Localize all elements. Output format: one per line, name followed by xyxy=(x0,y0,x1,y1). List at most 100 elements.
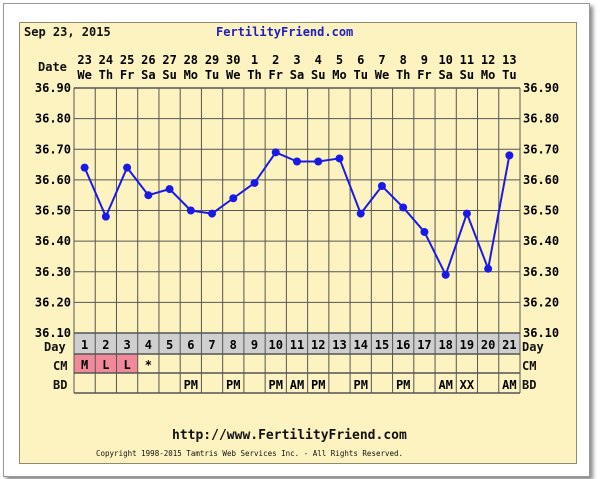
date-tick: 4 xyxy=(315,53,322,67)
y-tick-left: 36.70 xyxy=(35,142,71,156)
y-tick-right: 36.30 xyxy=(523,265,559,279)
y-tick-right: 36.60 xyxy=(523,173,559,187)
day-number: 18 xyxy=(438,338,452,352)
weekday-tick: Su xyxy=(311,68,325,82)
y-tick-right: 36.40 xyxy=(523,234,559,248)
bd-value: AM xyxy=(290,378,304,392)
date-tick: 12 xyxy=(481,53,495,67)
date-tick: 27 xyxy=(162,53,176,67)
temperature-point xyxy=(123,163,132,172)
weekday-tick: We xyxy=(226,68,240,82)
date-tick: 11 xyxy=(460,53,474,67)
temperature-point xyxy=(208,209,217,218)
weekday-tick: Mo xyxy=(184,68,198,82)
temperature-point xyxy=(420,227,429,236)
date-tick: 13 xyxy=(502,53,516,67)
y-tick-left: 36.90 xyxy=(35,81,71,95)
temperature-point xyxy=(229,194,238,203)
weekday-tick: Sa xyxy=(438,68,452,82)
temperature-point xyxy=(335,154,344,163)
temperature-point xyxy=(399,203,408,212)
day-number: 9 xyxy=(251,338,258,352)
date-tick: 8 xyxy=(400,53,407,67)
y-tick-left: 36.20 xyxy=(35,295,71,309)
y-tick-right: 36.80 xyxy=(523,112,559,126)
weekday-tick: Tu xyxy=(502,68,516,82)
date-tick: 6 xyxy=(357,53,364,67)
weekday-tick: Mo xyxy=(332,68,346,82)
date-tick: 7 xyxy=(378,53,385,67)
temperature-point xyxy=(484,264,493,273)
day-number: 19 xyxy=(460,338,474,352)
site-title: FertilityFriend.com xyxy=(216,25,354,39)
day-number: 13 xyxy=(332,338,346,352)
temperature-point xyxy=(441,270,450,279)
temperature-point xyxy=(271,148,280,157)
date-tick: 2 xyxy=(272,53,279,67)
y-tick-left: 36.40 xyxy=(35,234,71,248)
weekday-tick: Su xyxy=(460,68,474,82)
weekday-tick: Sa xyxy=(141,68,155,82)
cm-highlight xyxy=(95,354,117,373)
day-number: 17 xyxy=(417,338,431,352)
bd-label-right: BD xyxy=(522,378,537,392)
day-number: 4 xyxy=(145,338,152,352)
chart-date: Sep 23, 2015 xyxy=(24,25,111,39)
y-tick-right: 36.20 xyxy=(523,295,559,309)
temperature-point xyxy=(293,157,301,166)
y-tick-left: 36.80 xyxy=(35,112,71,126)
y-tick-left: 36.10 xyxy=(35,326,71,340)
day-number: 12 xyxy=(311,338,325,352)
cm-value: L xyxy=(102,358,109,372)
weekday-tick: Mo xyxy=(481,68,495,82)
y-tick-left: 36.60 xyxy=(35,173,71,187)
bd-label-left: BD xyxy=(53,378,68,392)
bd-value: PM xyxy=(269,378,283,392)
bd-value: AM xyxy=(438,378,452,392)
weekday-tick: Fr xyxy=(417,68,431,82)
cm-highlight xyxy=(116,354,138,373)
day-number: 1 xyxy=(81,338,88,352)
date-tick: 1 xyxy=(251,53,258,67)
weekday-tick: Th xyxy=(396,68,410,82)
day-number: 21 xyxy=(502,338,516,352)
bd-value: PM xyxy=(353,378,367,392)
weekday-tick: Su xyxy=(162,68,176,82)
date-tick: 30 xyxy=(226,53,240,67)
temperature-point xyxy=(144,191,153,200)
date-tick: 29 xyxy=(205,53,219,67)
date-tick: 25 xyxy=(120,53,134,67)
temperature-point xyxy=(356,209,365,218)
weekday-tick: Sa xyxy=(290,68,304,82)
temperature-point xyxy=(101,212,110,221)
day-number: 15 xyxy=(375,338,389,352)
temperature-point xyxy=(314,157,323,166)
y-tick-left: 36.30 xyxy=(35,265,71,279)
day-number: 11 xyxy=(290,338,304,352)
date-tick: 5 xyxy=(336,53,343,67)
day-label-left: Day xyxy=(44,340,66,354)
day-number: 20 xyxy=(481,338,495,352)
temperature-point xyxy=(377,182,386,190)
date-tick: 9 xyxy=(421,53,428,67)
weekday-tick: We xyxy=(375,68,389,82)
footer-url[interactable]: http://www.FertilityFriend.com xyxy=(172,428,407,443)
bd-value: AM xyxy=(502,378,516,392)
day-number: 14 xyxy=(353,338,367,352)
temperature-point xyxy=(462,209,471,218)
day-number: 8 xyxy=(230,338,237,352)
temperature-point xyxy=(186,206,195,215)
date-tick: 3 xyxy=(293,53,300,67)
y-tick-right: 36.10 xyxy=(523,326,559,340)
cm-label-right: CM xyxy=(522,359,537,373)
date-tick: 10 xyxy=(438,53,452,67)
bd-value: PM xyxy=(396,378,410,392)
date-tick: 23 xyxy=(77,53,91,67)
weekday-tick: Tu xyxy=(353,68,367,82)
day-number: 16 xyxy=(396,338,410,352)
day-row xyxy=(74,333,520,354)
cm-label-left: CM xyxy=(53,359,68,373)
day-label-right: Day xyxy=(522,340,544,354)
weekday-tick: Fr xyxy=(120,68,134,82)
